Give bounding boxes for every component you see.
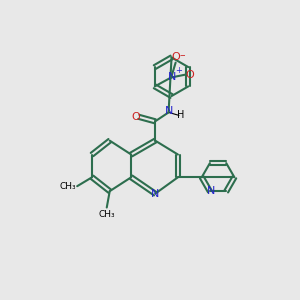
Text: N: N [151,189,159,199]
Text: O: O [185,70,194,80]
Text: CH₃: CH₃ [60,182,76,191]
Text: H: H [177,110,185,120]
Text: N: N [164,106,173,116]
Text: N: N [168,72,176,82]
Text: –: – [179,50,185,60]
Text: O: O [171,52,180,62]
Text: CH₃: CH₃ [98,210,115,219]
Text: N: N [207,186,216,197]
Text: +: + [175,66,182,75]
Text: O: O [131,112,140,122]
